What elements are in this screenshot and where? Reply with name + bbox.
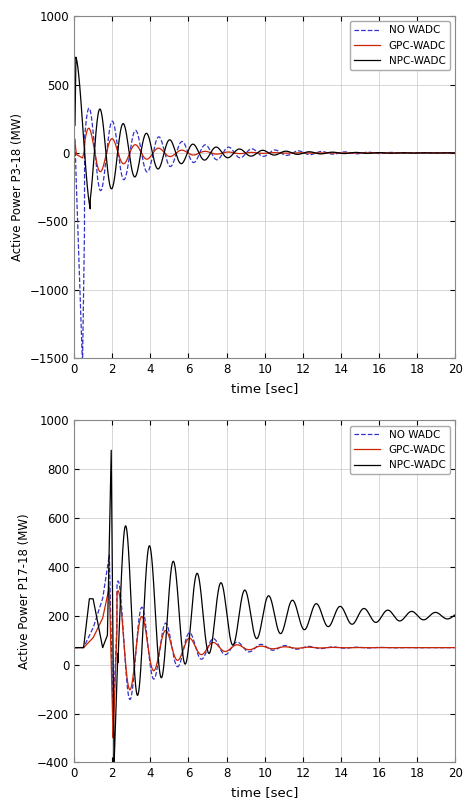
Line: NPC-WADC: NPC-WADC bbox=[74, 58, 456, 209]
GPC-WADC bbox=[354, 642, 360, 652]
Line: NPC-WADC: NPC-WADC bbox=[74, 450, 456, 765]
GPC-WADC bbox=[314, 148, 319, 158]
NO WADC bbox=[86, 104, 92, 113]
NO WADC bbox=[71, 643, 77, 653]
GPC-WADC bbox=[210, 637, 215, 647]
NO WADC bbox=[354, 149, 360, 159]
GPC-WADC bbox=[71, 137, 77, 147]
GPC-WADC bbox=[86, 123, 91, 133]
NO WADC bbox=[110, 716, 116, 726]
NO WADC bbox=[297, 644, 303, 654]
NPC-WADC bbox=[314, 599, 319, 608]
NPC-WADC bbox=[354, 147, 360, 157]
NO WADC bbox=[374, 642, 380, 652]
NO WADC bbox=[314, 148, 319, 158]
X-axis label: time [sec]: time [sec] bbox=[231, 382, 299, 394]
NO WADC bbox=[71, 134, 77, 144]
GPC-WADC bbox=[91, 633, 96, 642]
NPC-WADC bbox=[71, 121, 77, 130]
Legend: NO WADC, GPC-WADC, NPC-WADC: NO WADC, GPC-WADC, NPC-WADC bbox=[350, 425, 450, 475]
GPC-WADC bbox=[297, 148, 303, 158]
NPC-WADC bbox=[210, 146, 215, 156]
NPC-WADC bbox=[71, 643, 77, 653]
GPC-WADC bbox=[110, 733, 116, 743]
Y-axis label: Active Power P3-18 (MW): Active Power P3-18 (MW) bbox=[11, 113, 24, 261]
NO WADC bbox=[91, 623, 96, 633]
Legend: NO WADC, GPC-WADC, NPC-WADC: NO WADC, GPC-WADC, NPC-WADC bbox=[350, 21, 450, 70]
NPC-WADC bbox=[91, 161, 96, 171]
NO WADC bbox=[354, 642, 360, 652]
Y-axis label: Active Power P17-18 (MW): Active Power P17-18 (MW) bbox=[18, 514, 31, 669]
GPC-WADC bbox=[374, 148, 380, 158]
NPC-WADC bbox=[111, 760, 117, 770]
NPC-WADC bbox=[354, 614, 360, 624]
NO WADC bbox=[374, 148, 380, 158]
NO WADC bbox=[210, 634, 215, 644]
NPC-WADC bbox=[314, 148, 319, 158]
NPC-WADC bbox=[73, 53, 79, 62]
GPC-WADC bbox=[453, 148, 458, 158]
NPC-WADC bbox=[297, 149, 303, 159]
GPC-WADC bbox=[107, 582, 112, 591]
NO WADC bbox=[453, 148, 458, 158]
NPC-WADC bbox=[453, 148, 458, 158]
Line: GPC-WADC: GPC-WADC bbox=[74, 586, 456, 738]
GPC-WADC bbox=[91, 139, 96, 148]
Line: NO WADC: NO WADC bbox=[74, 109, 456, 367]
NO WADC bbox=[91, 129, 96, 139]
GPC-WADC bbox=[374, 642, 380, 652]
Line: NO WADC: NO WADC bbox=[74, 555, 456, 721]
NPC-WADC bbox=[109, 446, 114, 455]
GPC-WADC bbox=[314, 643, 319, 653]
NO WADC bbox=[314, 643, 319, 653]
NPC-WADC bbox=[91, 595, 96, 604]
GPC-WADC bbox=[354, 148, 360, 158]
NPC-WADC bbox=[374, 147, 380, 157]
NO WADC bbox=[453, 643, 458, 653]
NPC-WADC bbox=[453, 610, 458, 620]
GPC-WADC bbox=[71, 643, 77, 653]
NO WADC bbox=[107, 550, 112, 560]
NO WADC bbox=[297, 146, 303, 156]
NO WADC bbox=[210, 150, 215, 160]
GPC-WADC bbox=[297, 643, 303, 653]
Line: GPC-WADC: GPC-WADC bbox=[74, 128, 456, 172]
NPC-WADC bbox=[374, 617, 380, 627]
NPC-WADC bbox=[87, 204, 93, 214]
NPC-WADC bbox=[297, 616, 303, 625]
X-axis label: time [sec]: time [sec] bbox=[231, 786, 299, 799]
NPC-WADC bbox=[210, 637, 215, 646]
NO WADC bbox=[80, 362, 85, 372]
GPC-WADC bbox=[98, 167, 103, 177]
GPC-WADC bbox=[453, 643, 458, 653]
GPC-WADC bbox=[210, 148, 215, 158]
